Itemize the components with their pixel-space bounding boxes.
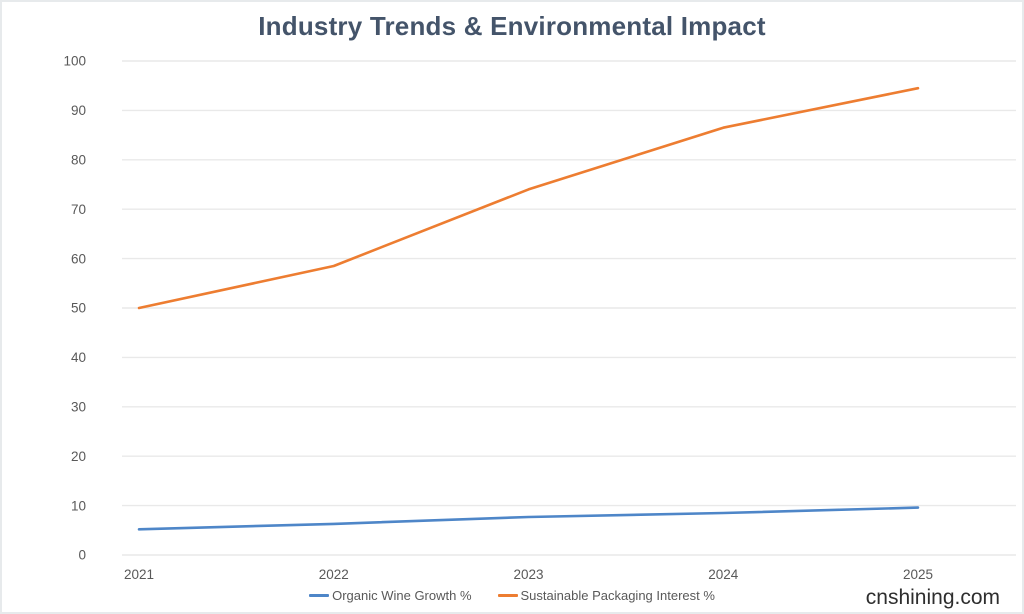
chart-title: Industry Trends & Environmental Impact bbox=[258, 11, 766, 41]
watermark-text: cnshining.com bbox=[865, 586, 1000, 609]
x-axis-tick-label: 2022 bbox=[319, 567, 349, 582]
x-axis-tick-label: 2021 bbox=[124, 567, 154, 582]
chart-legend: Organic Wine Growth % Sustainable Packagi… bbox=[2, 588, 1022, 603]
y-axis-tick-label: 70 bbox=[71, 202, 86, 217]
legend-item: Sustainable Packaging Interest % bbox=[497, 588, 715, 603]
y-axis-tick-label: 40 bbox=[71, 350, 86, 365]
y-axis-tick-label: 90 bbox=[71, 103, 86, 118]
y-axis-tick-label: 100 bbox=[63, 54, 86, 69]
x-axis-tick-label: 2023 bbox=[513, 567, 543, 582]
y-axis-tick-label: 0 bbox=[78, 548, 86, 563]
series-line-sustainable-packaging-interest bbox=[137, 86, 920, 310]
y-axis-tick-label: 80 bbox=[71, 153, 86, 168]
x-axis-tick-label: 2025 bbox=[903, 567, 933, 582]
legend-item: Organic Wine Growth % bbox=[309, 588, 472, 603]
legend-line-swatch bbox=[497, 594, 518, 597]
y-axis-tick-label: 20 bbox=[71, 449, 86, 464]
y-axis-tick-label: 30 bbox=[71, 400, 86, 415]
y-axis-tick-label: 50 bbox=[71, 301, 86, 316]
legend-line-swatch bbox=[309, 594, 330, 597]
legend-label: Organic Wine Growth % bbox=[332, 588, 472, 603]
x-axis-tick-label: 2024 bbox=[708, 567, 739, 582]
y-axis-tick-label: 60 bbox=[71, 251, 86, 266]
series-line-organic-wine-growth bbox=[137, 506, 920, 531]
y-axis-tick-label: 10 bbox=[71, 498, 86, 513]
legend-label: Sustainable Packaging Interest % bbox=[520, 588, 715, 603]
